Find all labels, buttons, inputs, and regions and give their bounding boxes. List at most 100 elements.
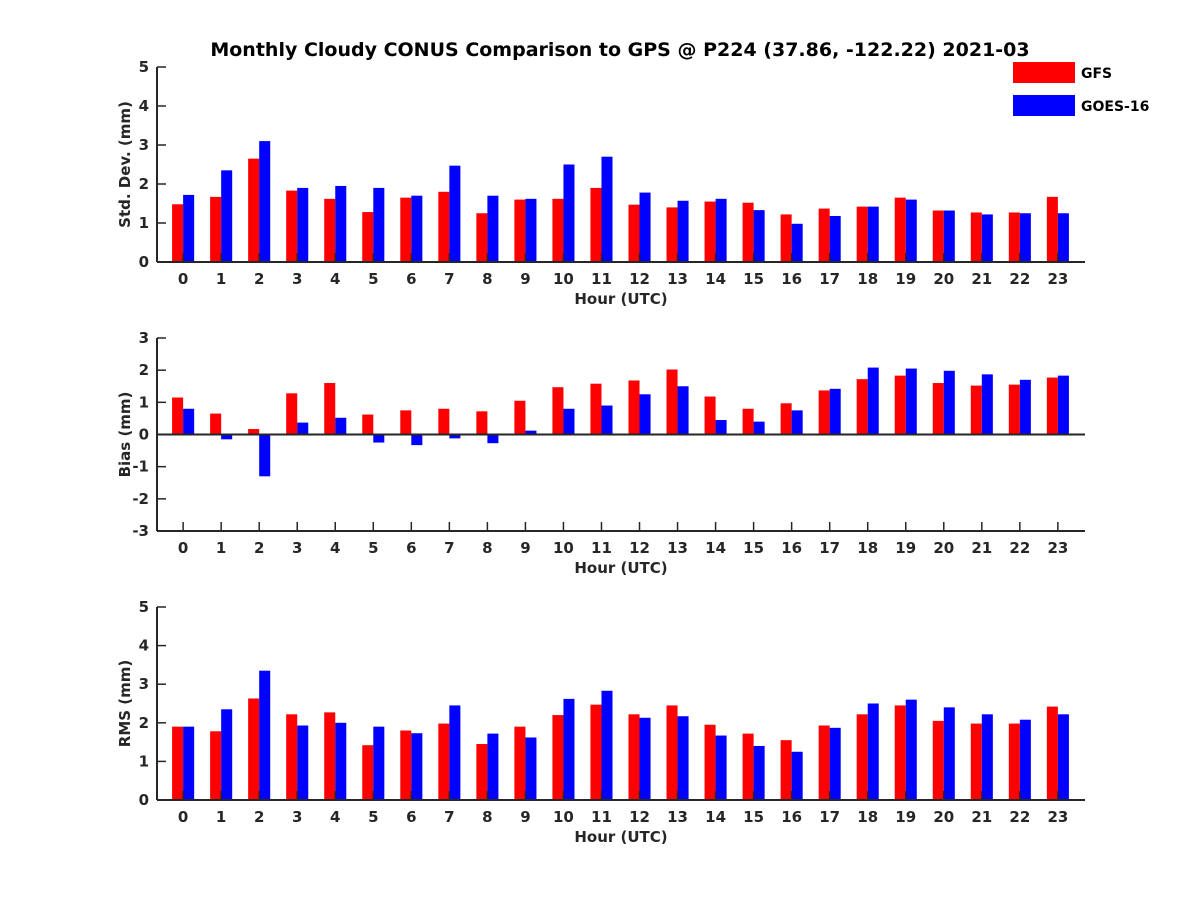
x-tick-label: 3	[292, 270, 302, 288]
x-tick-label: 6	[406, 539, 416, 557]
x-tick-label: 9	[520, 808, 530, 826]
bar-goes-16-hour-15	[753, 421, 765, 435]
x-tick-label: 22	[1009, 808, 1030, 826]
bar-gfs-hour-15	[742, 733, 754, 800]
bar-goes-16-hour-23	[1057, 213, 1069, 262]
bar-gfs-hour-2	[248, 158, 260, 262]
bar-gfs-hour-16	[780, 214, 792, 262]
x-tick-label: 22	[1009, 270, 1030, 288]
bar-goes-16-hour-12	[639, 192, 651, 262]
bar-goes-16-hour-9	[525, 430, 537, 435]
x-tick-label: 8	[482, 808, 492, 826]
bar-goes-16-hour-22	[1019, 719, 1031, 800]
bar-goes-16-hour-10	[563, 408, 575, 435]
bar-goes-16-hour-20	[943, 210, 955, 262]
bar-gfs-hour-8	[476, 744, 488, 800]
y-tick-label: -3	[132, 522, 149, 540]
bar-goes-16-hour-19	[905, 699, 917, 800]
bar-gfs-hour-16	[780, 740, 792, 800]
bar-goes-16-hour-15	[753, 210, 765, 262]
bar-goes-16-hour-14	[715, 735, 727, 800]
bar-goes-16-hour-6	[411, 195, 423, 262]
bar-gfs-hour-4	[324, 712, 336, 800]
bar-goes-16-hour-8	[487, 434, 499, 444]
y-tick-label: 5	[139, 598, 149, 616]
y-tick-label: -1	[132, 458, 149, 476]
bar-gfs-hour-0	[172, 397, 184, 435]
bar-gfs-hour-7	[438, 408, 450, 435]
bar-gfs-hour-2	[248, 698, 260, 800]
bar-goes-16-hour-11	[601, 690, 613, 800]
bar-goes-16-hour-1	[221, 170, 233, 262]
bar-gfs-hour-1	[210, 196, 222, 262]
y-axis-label: RMS (mm)	[116, 660, 134, 747]
x-tick-label: 14	[705, 270, 726, 288]
bar-goes-16-hour-20	[943, 707, 955, 800]
bar-goes-16-hour-5	[373, 434, 385, 443]
bar-goes-16-hour-7	[449, 434, 461, 439]
bar-goes-16-hour-17	[829, 388, 841, 435]
bar-goes-16-hour-16	[791, 751, 803, 800]
bar-goes-16-hour-7	[449, 165, 461, 262]
bar-gfs-hour-19	[894, 197, 906, 262]
bar-goes-16-hour-13	[677, 386, 689, 435]
y-tick-label: 5	[139, 58, 149, 76]
x-tick-label: 2	[254, 270, 264, 288]
y-axis-label: Bias (mm)	[116, 392, 134, 478]
bar-gfs-hour-12	[628, 714, 640, 800]
x-tick-label: 8	[482, 270, 492, 288]
x-tick-label: 2	[254, 539, 264, 557]
x-tick-label: 11	[591, 270, 612, 288]
x-tick-label: 12	[629, 808, 650, 826]
x-tick-label: 7	[444, 270, 454, 288]
bar-goes-16-hour-0	[183, 194, 195, 262]
bar-goes-16-hour-18	[867, 206, 879, 262]
bar-goes-16-hour-12	[639, 394, 651, 435]
y-tick-label: 2	[139, 714, 149, 732]
x-tick-label: 11	[591, 808, 612, 826]
bar-gfs-hour-19	[894, 375, 906, 435]
x-axis-label: Hour (UTC)	[574, 828, 667, 846]
bar-goes-16-hour-22	[1019, 379, 1031, 435]
chart-legend: GFS GOES-16	[1013, 62, 1149, 116]
bar-goes-16-hour-21	[981, 214, 993, 262]
bar-gfs-hour-11	[590, 187, 602, 262]
y-tick-label: 1	[139, 752, 149, 770]
x-tick-label: 13	[667, 270, 688, 288]
bar-goes-16-hour-8	[487, 733, 499, 800]
bar-goes-16-hour-12	[639, 717, 651, 800]
bar-goes-16-hour-18	[867, 703, 879, 800]
x-tick-label: 21	[971, 539, 992, 557]
bar-gfs-hour-7	[438, 191, 450, 262]
x-tick-label: 17	[819, 270, 840, 288]
bar-gfs-hour-19	[894, 705, 906, 800]
legend-label-gfs: GFS	[1081, 66, 1112, 82]
bar-goes-16-hour-9	[525, 737, 537, 800]
bar-gfs-hour-3	[286, 190, 298, 262]
bar-goes-16-hour-15	[753, 745, 765, 800]
x-tick-label: 3	[292, 808, 302, 826]
bar-gfs-hour-22	[1008, 212, 1020, 262]
bar-gfs-hour-4	[324, 383, 336, 435]
bar-goes-16-hour-0	[183, 726, 195, 800]
bar-gfs-hour-17	[818, 725, 830, 800]
y-axis-label: Std. Dev. (mm)	[116, 101, 134, 228]
bar-gfs-hour-3	[286, 393, 298, 435]
x-tick-label: 2	[254, 808, 264, 826]
x-tick-label: 17	[819, 539, 840, 557]
bar-goes-16-hour-1	[221, 434, 233, 440]
x-tick-label: 11	[591, 539, 612, 557]
y-tick-label: 4	[139, 637, 149, 655]
bar-goes-16-hour-6	[411, 733, 423, 800]
x-tick-label: 8	[482, 539, 492, 557]
bar-gfs-hour-15	[742, 202, 754, 262]
bar-gfs-hour-10	[552, 715, 564, 800]
bar-goes-16-hour-11	[601, 156, 613, 262]
bar-goes-16-hour-2	[259, 434, 271, 477]
x-tick-label: 4	[330, 808, 340, 826]
bar-gfs-hour-18	[856, 206, 868, 262]
bar-gfs-hour-8	[476, 411, 488, 435]
